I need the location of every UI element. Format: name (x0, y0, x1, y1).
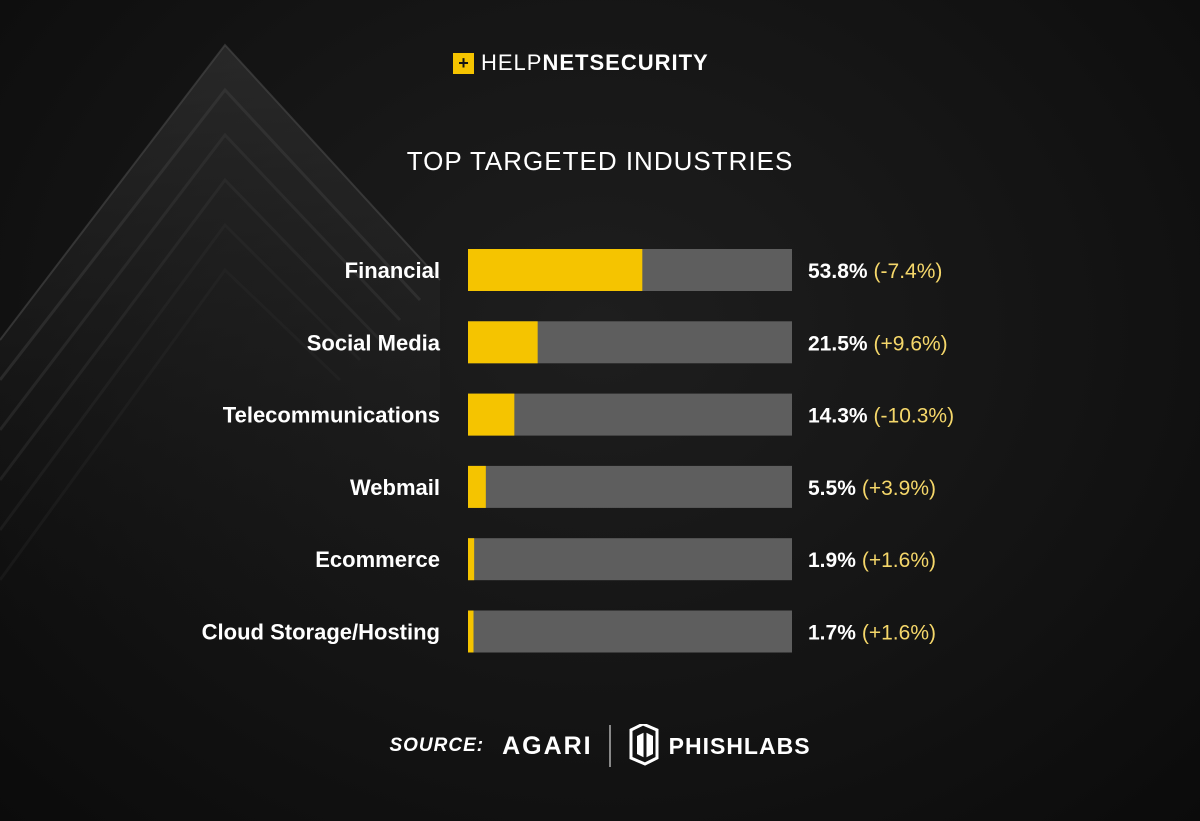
bar (468, 465, 486, 508)
change-label: (-7.4%) (874, 260, 943, 283)
source-divider (608, 725, 611, 767)
value-label: 14.3% (808, 405, 868, 428)
change-label: (+3.9%) (862, 477, 936, 500)
value-label: 1.7% (808, 622, 856, 645)
chart-title: TOP TARGETED INDUSTRIES (406, 146, 794, 176)
data-label: 5.5% (+3.9%) (808, 477, 936, 500)
phishlabs-logo-icon (629, 724, 659, 766)
change-label: (+1.6%) (862, 622, 936, 645)
data-label: 1.9% (+1.6%) (808, 549, 936, 572)
data-label: 14.3% (-10.3%) (808, 405, 954, 428)
value-label: 1.9% (808, 549, 856, 572)
bar-track (468, 610, 792, 653)
category-label: Financial (345, 258, 440, 283)
data-label: 21.5% (+9.6%) (808, 332, 948, 355)
bar (468, 249, 643, 291)
bar (468, 321, 538, 364)
plus-icon: + (453, 52, 474, 74)
change-label: (-10.3%) (874, 405, 955, 428)
bar (468, 538, 475, 581)
data-label: 1.7% (+1.6%) (808, 622, 936, 645)
phishlabs-logo-text: PHISHLABS (668, 732, 811, 759)
logo-word-security: SECURITY (589, 50, 709, 75)
value-label: 21.5% (808, 332, 868, 355)
data-label: 53.8% (-7.4%) (808, 260, 942, 283)
category-label: Social Media (307, 330, 441, 355)
logo-wordmark: HELPNETSECURITY (481, 50, 709, 76)
source-label: SOURCE: (389, 735, 485, 756)
bar (468, 393, 515, 436)
source-credit: SOURCE: AGARI PHISHLABS (0, 716, 1200, 776)
change-label: (+1.6%) (862, 549, 936, 572)
helpnetsecurity-logo: + HELPNETSECURITY (453, 50, 709, 76)
change-label: (+9.6%) (874, 332, 948, 355)
category-label: Telecommunications (223, 403, 440, 428)
value-label: 5.5% (808, 477, 856, 500)
category-label: Ecommerce (315, 547, 440, 572)
logo-word-help: HELP (481, 50, 543, 75)
value-label: 53.8% (808, 260, 868, 283)
agari-logo: AGARI (502, 731, 593, 760)
logo-word-net: NET (542, 50, 590, 75)
bar-track (468, 393, 792, 436)
category-label: Cloud Storage/Hosting (202, 620, 440, 645)
bar-track (468, 538, 792, 581)
bar (468, 610, 474, 653)
category-label: Webmail (350, 475, 440, 500)
bar-track (468, 465, 792, 508)
